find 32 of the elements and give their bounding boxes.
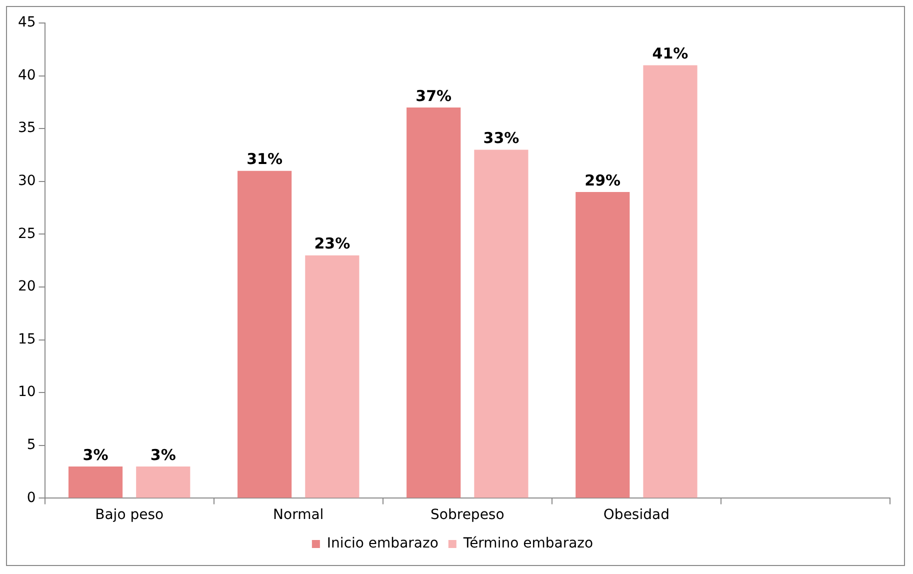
bar [305,255,360,498]
bar [136,466,190,498]
data-label: 31% [246,150,283,168]
bar [406,107,461,498]
y-tick-label: 20 [18,278,36,295]
data-label: 41% [652,44,688,63]
y-tick-label: 5 [26,437,36,454]
y-tick-label: 15 [18,331,36,348]
bar [474,150,528,498]
bar [238,170,292,498]
y-tick-label: 0 [26,490,36,506]
x-tick-label: Bajo peso [95,507,164,524]
bar [576,192,630,498]
y-tick-label: 30 [18,173,36,190]
y-tick-label: 40 [18,67,36,84]
data-label: 23% [314,234,350,253]
y-tick-label: 10 [18,384,36,400]
data-label: 3% [150,446,176,464]
bar [68,466,123,498]
y-tick-label: 35 [18,120,36,136]
legend-label: Inicio embarazo [326,536,438,552]
data-label: 33% [483,129,520,148]
data-label: 29% [584,171,621,190]
x-tick-label: Obesidad [603,507,670,524]
bar [643,65,698,498]
x-tick-label: Sobrepeso [430,507,504,524]
x-tick-label: Normal [273,507,324,524]
y-tick-label: 45 [18,14,36,31]
data-label: 37% [416,86,452,105]
data-label: 3% [82,446,108,464]
y-tick-label: 25 [18,226,36,242]
legend-label: Término embarazo [462,536,594,552]
